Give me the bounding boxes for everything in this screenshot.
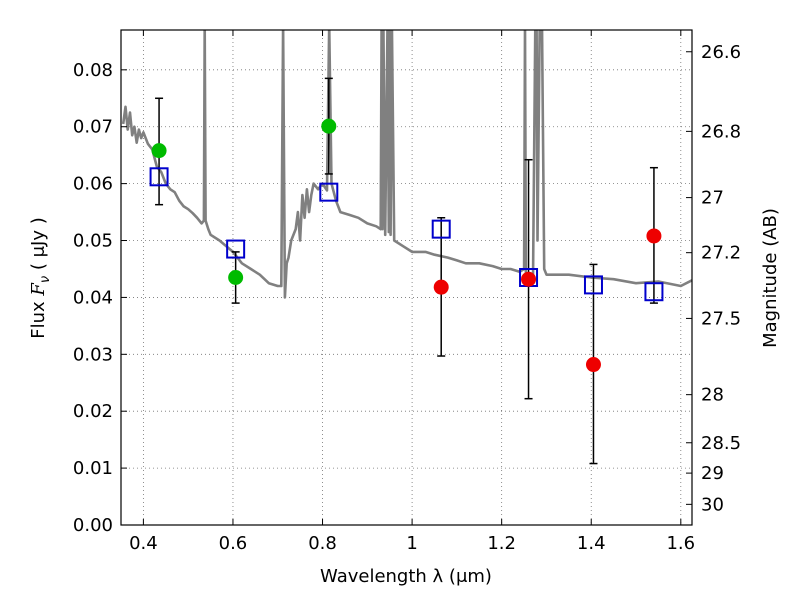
y-tick-label: 0.08 bbox=[73, 60, 113, 81]
model-photometry-square bbox=[319, 182, 339, 202]
x-tick-label: 1 bbox=[406, 533, 417, 554]
model-photometry-square bbox=[431, 219, 451, 239]
y-tick-label: 0.04 bbox=[73, 287, 113, 308]
y2-axis-title: Magnitude (AB) bbox=[760, 208, 781, 348]
y-axis-title-prefix: Flux bbox=[28, 296, 49, 339]
green-data-point bbox=[321, 118, 337, 134]
plot-area bbox=[121, 30, 692, 465]
y2-tick-label: 26.6 bbox=[701, 42, 741, 63]
y-axis-title-symbol: F bbox=[28, 282, 49, 297]
model-photometry-square bbox=[583, 275, 603, 295]
y-tick-label: 0.02 bbox=[73, 401, 113, 422]
x-tick-label: 1.6 bbox=[666, 533, 695, 554]
grid-lines bbox=[121, 30, 692, 526]
model-photometry-square bbox=[644, 282, 664, 302]
green-data-point bbox=[228, 270, 244, 285]
y-tick-label: 0.05 bbox=[73, 231, 113, 252]
x-tick-label: 0.4 bbox=[129, 533, 158, 554]
y2-tick-label: 30 bbox=[701, 494, 724, 515]
x-tick-label: 0.8 bbox=[308, 533, 337, 554]
y-axis-title: Flux Fν ( μJy ) bbox=[28, 217, 53, 339]
red-data-point bbox=[585, 357, 601, 373]
y-tick-label: 0.01 bbox=[73, 458, 113, 479]
y-tick-label: 0.07 bbox=[73, 117, 113, 138]
y2-tick-label: 28 bbox=[701, 385, 724, 406]
x-tick-label: 1.2 bbox=[487, 533, 516, 554]
model-photometry-square bbox=[149, 167, 169, 187]
y2-tick-label: 27.5 bbox=[701, 308, 741, 329]
x-tick-label: 1.4 bbox=[577, 533, 606, 554]
y2-tick-label: 27.2 bbox=[701, 243, 741, 264]
green-data-point bbox=[151, 143, 167, 159]
x-axis-title: Wavelength λ (μm) bbox=[320, 566, 492, 587]
y2-tick-label: 28.5 bbox=[701, 433, 741, 454]
y-tick-label: 0.06 bbox=[73, 174, 113, 195]
y-axis-title-subscript: ν bbox=[38, 276, 53, 283]
axes: 0.4 0.6 0.8 1 1.2 1.4 1.6 0.00 0.01 0.02 0.03 0.04 0… bbox=[73, 30, 741, 554]
y-tick-label: 0.00 bbox=[73, 515, 113, 536]
red-data-point bbox=[521, 271, 537, 287]
model-photometry-square bbox=[226, 239, 246, 259]
y2-tick-label: 27 bbox=[701, 188, 724, 209]
red-data-point bbox=[646, 228, 662, 244]
red-data-point bbox=[433, 279, 449, 295]
y-tick-label: 0.03 bbox=[73, 344, 113, 365]
y2-tick-label: 26.8 bbox=[701, 121, 741, 142]
model-spectrum-line bbox=[121, 30, 692, 299]
y-axis-title-suffix: ( μJy ) bbox=[28, 217, 49, 276]
plot-frame bbox=[120, 29, 693, 526]
x-tick-label: 0.6 bbox=[219, 533, 248, 554]
y2-tick-label: 29 bbox=[701, 463, 724, 484]
